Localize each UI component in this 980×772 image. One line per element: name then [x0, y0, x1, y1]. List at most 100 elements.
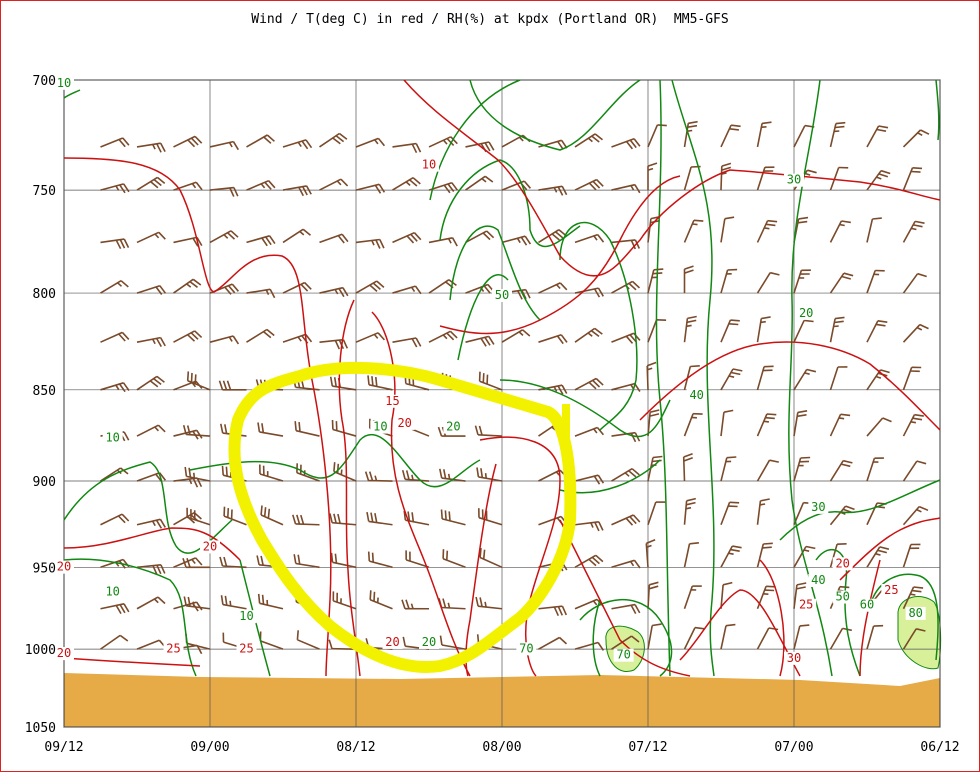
wind-barb — [645, 538, 656, 568]
wind-barb — [246, 134, 275, 148]
wind-barb — [136, 424, 166, 437]
wind-barb — [355, 332, 385, 343]
wind-barb — [574, 327, 603, 343]
wind-barb — [756, 121, 772, 148]
wind-barb — [829, 366, 848, 391]
wind-barb — [355, 238, 385, 249]
wind-barb — [866, 217, 882, 243]
wind-barb — [902, 167, 923, 191]
wind-barb — [209, 335, 240, 345]
wind-barb — [440, 509, 466, 526]
wind-barb — [682, 452, 693, 482]
wind-barb — [319, 178, 349, 191]
wind-barb — [319, 286, 349, 298]
wind-barb — [611, 183, 641, 194]
temperature-contour — [679, 589, 801, 677]
contour-label: 20 — [385, 635, 399, 649]
chart-title: Wind / T(deg C) in red / RH(%) at kpdx (… — [251, 12, 729, 27]
wind-barb — [756, 585, 776, 610]
rh-contour — [671, 79, 715, 677]
wind-barb — [793, 410, 808, 437]
wind-barb — [574, 474, 605, 485]
contour-label: 10 — [422, 158, 436, 172]
contour-label: 60 — [860, 598, 874, 612]
wind-barb — [136, 142, 166, 153]
temperature-contour — [63, 157, 332, 677]
rh-contour — [63, 461, 233, 554]
wind-barb — [282, 185, 312, 197]
contour-label: 10 — [373, 420, 387, 434]
wind-barb — [260, 505, 284, 526]
wind-barb — [683, 585, 702, 610]
y-tick-label: 850 — [33, 384, 56, 399]
wind-barb — [478, 508, 503, 526]
wind-barb — [173, 278, 202, 294]
wind-barb — [793, 368, 817, 391]
contour-label: 50 — [495, 288, 509, 302]
rh-contour — [579, 598, 673, 677]
contour-label: 10 — [57, 76, 71, 90]
wind-barb — [333, 462, 357, 482]
wind-barb — [501, 329, 531, 343]
contour-label: 25 — [884, 583, 898, 597]
wind-barb — [829, 316, 845, 343]
wind-barb — [355, 137, 386, 148]
wind-barb — [720, 623, 736, 650]
rh-contour — [189, 433, 481, 488]
wind-barb — [465, 335, 495, 347]
rh-contour — [429, 79, 521, 201]
wind-barb — [793, 456, 811, 482]
wind-barb — [319, 233, 349, 244]
wind-barb — [401, 599, 430, 610]
contour-label: 20 — [422, 635, 436, 649]
wind-barb — [100, 603, 130, 615]
wind-barb — [611, 603, 641, 614]
wind-barb — [405, 550, 430, 569]
rh-contour — [655, 79, 671, 677]
wind-barb — [756, 219, 778, 243]
wind-barb — [902, 220, 925, 243]
wind-barb — [367, 551, 393, 569]
wind-barb — [902, 366, 922, 391]
contour-label: 10 — [105, 585, 119, 599]
wind-barb — [220, 595, 247, 610]
wind-barb — [720, 162, 732, 191]
wind-barb — [829, 220, 851, 243]
wind-barb — [538, 605, 568, 617]
wind-barb — [574, 287, 604, 298]
wind-barb — [683, 165, 701, 191]
wind-barb — [259, 464, 284, 482]
contour-label: 20 — [835, 556, 849, 570]
wind-barb — [902, 505, 929, 526]
wind-barb — [282, 139, 313, 150]
wind-barb — [136, 176, 166, 191]
wind-barb — [829, 459, 853, 482]
contour-label: 70 — [519, 641, 533, 655]
wind-barb — [182, 424, 211, 437]
wind-barb — [866, 546, 890, 568]
rh-contour — [63, 89, 81, 99]
temperature-contour — [839, 517, 941, 581]
wind-barb — [329, 376, 357, 391]
wind-barb — [100, 183, 130, 194]
wind-barb — [538, 636, 568, 650]
wind-barb — [439, 635, 466, 650]
wind-barb — [438, 598, 466, 610]
wind-barb — [756, 271, 780, 294]
wind-barb — [136, 596, 166, 610]
wind-barb — [136, 518, 166, 529]
contour-label: 20 — [397, 416, 411, 430]
wind-barb — [246, 328, 275, 343]
wind-barb — [720, 409, 734, 437]
wind-barb — [720, 216, 735, 243]
rh-contour — [935, 79, 940, 141]
wind-barb — [474, 425, 503, 437]
contour-label: 80 — [908, 606, 922, 620]
wind-barb — [647, 409, 660, 437]
contour-label: 20 — [799, 306, 813, 320]
contour-label: 10 — [239, 609, 253, 623]
wind-barb — [611, 431, 641, 443]
wind-barb — [756, 498, 770, 525]
wind-barb — [720, 456, 737, 482]
